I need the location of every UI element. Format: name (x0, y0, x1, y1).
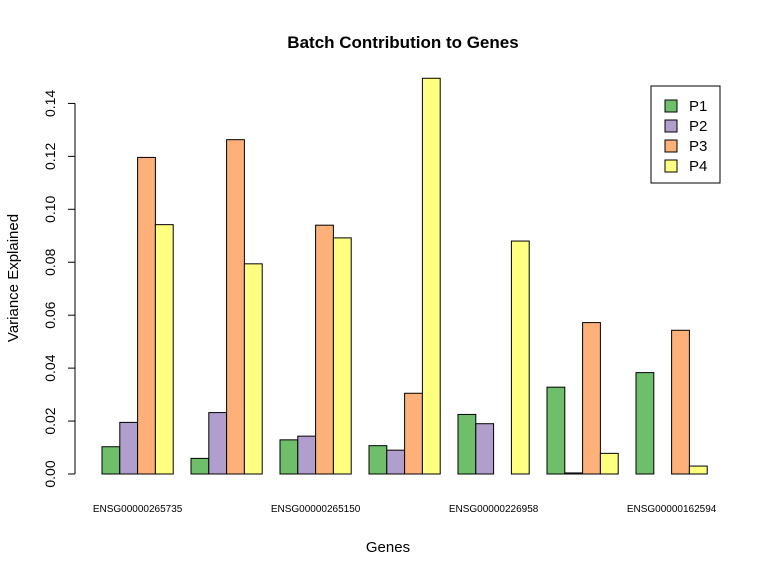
x-tick-label: ENSG00000162594 (627, 504, 717, 515)
y-tick-label: 0.06 (42, 301, 58, 328)
legend: P1 P2 P3 P4 (650, 85, 721, 184)
bar-p1 (101, 446, 121, 475)
y-tick-label: 0.12 (42, 143, 58, 170)
bar-p2 (297, 435, 317, 475)
category-labels: ENSG00000265735 ENSG00000265150 ENSG000002… (93, 504, 717, 515)
legend-label: P4 (689, 158, 707, 175)
x-tick-label: ENSG00000265150 (271, 504, 361, 515)
bar-p4 (599, 452, 619, 475)
bar-p4 (332, 237, 352, 475)
x-tick-label: ENSG00000226958 (449, 504, 539, 515)
legend-label: P2 (689, 118, 707, 135)
legend-label: P3 (689, 138, 707, 155)
bar-p3 (404, 392, 423, 475)
x-tick-label: ENSG00000265735 (93, 504, 183, 515)
legend-swatch (664, 99, 678, 113)
bar-p1 (279, 439, 299, 475)
bar-p2 (386, 449, 406, 475)
bar-p4 (243, 263, 263, 475)
y-tick-label: 0.10 (42, 195, 58, 222)
y-tick-label: 0.02 (42, 407, 58, 434)
bar-p4 (688, 465, 708, 475)
y-tick-label: 0.04 (42, 354, 58, 381)
bar-p4 (421, 77, 441, 475)
bar-p2 (119, 421, 139, 475)
legend-box (650, 85, 721, 184)
bar-p1 (190, 457, 210, 475)
bar-p3 (315, 224, 334, 475)
bar-p4 (154, 224, 174, 475)
y-tick-label: 0.14 (42, 90, 58, 117)
bar-p1 (457, 413, 477, 475)
bar-p1 (635, 372, 655, 475)
bars-group (101, 77, 708, 475)
bar-p3 (226, 139, 245, 475)
bar-p1 (546, 386, 566, 475)
y-axis: 0.00 0.02 0.04 0.06 0.08 0.10 0.12 0.14 (42, 90, 76, 488)
legend-swatch (664, 119, 678, 133)
chart-title: Batch Contribution to Genes (287, 33, 518, 52)
y-axis-label: Variance Explained (5, 214, 22, 342)
bar-p2 (564, 472, 584, 475)
bar-p3 (137, 156, 156, 475)
legend-label: P1 (689, 98, 707, 115)
bar-p1 (368, 445, 388, 475)
bar-p3 (582, 322, 601, 475)
legend-swatch (664, 139, 678, 153)
y-tick-label: 0.08 (42, 248, 58, 275)
bar-p3 (671, 329, 690, 475)
bar-p2 (208, 412, 228, 475)
bar-p2 (475, 423, 495, 475)
legend-swatch (664, 159, 678, 173)
bar-p4 (510, 240, 530, 475)
x-axis-label: Genes (366, 539, 410, 556)
y-tick-label: 0.00 (42, 460, 58, 487)
